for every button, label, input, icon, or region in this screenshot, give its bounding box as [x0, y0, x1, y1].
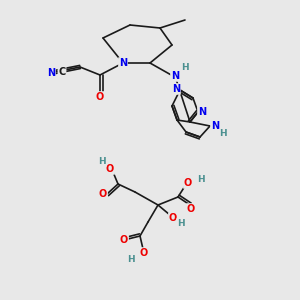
Text: N: N — [198, 107, 206, 117]
Text: H: H — [98, 158, 106, 166]
Text: H: H — [177, 218, 185, 227]
Text: O: O — [140, 248, 148, 258]
Text: H: H — [219, 130, 227, 139]
Text: H: H — [181, 64, 189, 73]
Text: N: N — [47, 68, 55, 78]
Text: O: O — [187, 204, 195, 214]
Text: N: N — [211, 121, 219, 131]
Text: N: N — [171, 71, 179, 81]
Text: O: O — [96, 92, 104, 102]
Text: H: H — [127, 256, 135, 265]
Text: H: H — [197, 175, 205, 184]
Text: O: O — [169, 213, 177, 223]
Text: O: O — [120, 235, 128, 245]
Text: N: N — [172, 84, 180, 94]
Text: C: C — [58, 67, 66, 77]
Text: O: O — [184, 178, 192, 188]
Text: O: O — [99, 189, 107, 199]
Text: O: O — [106, 164, 114, 174]
Text: N: N — [119, 58, 127, 68]
